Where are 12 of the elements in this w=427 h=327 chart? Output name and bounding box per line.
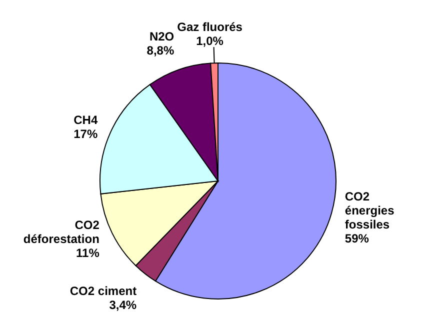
data-label: 1,0% — [196, 34, 224, 48]
slice-label: CH4 — [74, 112, 98, 127]
data-label: 3,4% — [109, 298, 137, 312]
slice-label: CO2 ciment — [70, 284, 137, 298]
slice-label: Gaz fluorés — [177, 20, 243, 34]
data-label: 17% — [74, 126, 98, 141]
data-label: 59% — [344, 231, 370, 246]
slice-label: N2O — [149, 29, 174, 44]
data-label: 8,8% — [146, 43, 174, 58]
slice-label: CO2 déforestation — [23, 218, 100, 246]
data-label: 11% — [76, 246, 100, 260]
slice-label: CO2 énergies fossiles — [344, 189, 395, 232]
